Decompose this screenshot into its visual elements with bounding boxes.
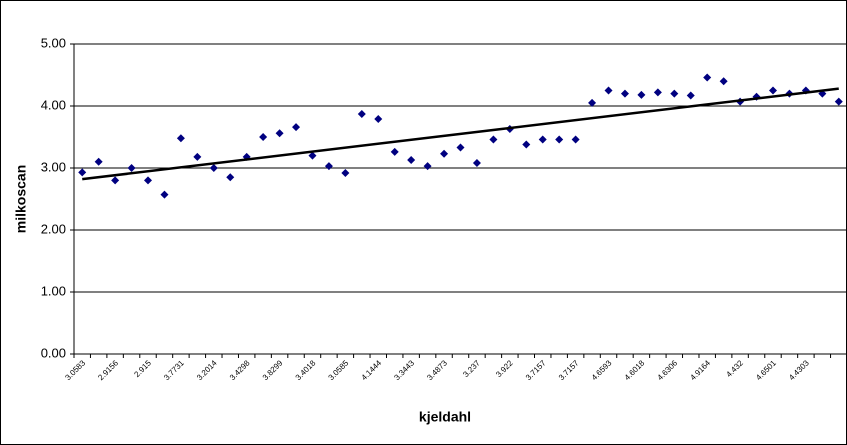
data-point (686, 91, 695, 100)
data-point (588, 98, 597, 107)
y-tick-label: 4.00 (41, 97, 66, 112)
data-point (620, 89, 629, 98)
data-point (703, 73, 712, 82)
data-point (111, 176, 120, 185)
data-point (571, 135, 580, 144)
y-tick-label: 3.00 (41, 159, 66, 174)
data-point (160, 190, 169, 199)
data-point (209, 164, 218, 172)
data-point (259, 133, 268, 141)
data-point (653, 88, 662, 97)
data-point (489, 135, 498, 144)
data-point (456, 143, 465, 152)
data-point (374, 115, 383, 124)
data-point (324, 162, 333, 171)
data-point (407, 155, 416, 164)
y-tick-label: 5.00 (41, 35, 66, 50)
data-point (78, 168, 87, 177)
data-point (127, 164, 136, 172)
data-point (472, 159, 481, 168)
data-point (94, 157, 103, 166)
data-point (834, 97, 843, 106)
data-point (193, 152, 202, 161)
data-point (144, 176, 153, 185)
y-tick-label: 0.00 (41, 345, 66, 360)
data-point (341, 168, 350, 177)
data-point (226, 173, 235, 182)
data-point (423, 162, 432, 171)
data-point (176, 134, 185, 143)
data-point (538, 135, 547, 144)
data-point (670, 89, 679, 98)
y-axis-title: milkoscan (13, 165, 29, 233)
data-point (390, 147, 399, 156)
data-point (308, 151, 317, 160)
x-axis-title: kjeldahl (419, 409, 471, 425)
data-point (357, 110, 366, 119)
data-point (522, 140, 531, 149)
data-point (637, 90, 646, 99)
data-point (555, 135, 564, 144)
data-point (275, 129, 284, 138)
data-point (768, 86, 777, 95)
data-point (292, 123, 301, 132)
y-tick-label: 1.00 (41, 283, 66, 298)
y-tick-label: 2.00 (41, 221, 66, 236)
trendline (82, 87, 839, 181)
data-point (719, 77, 728, 86)
data-point (604, 86, 613, 95)
data-point (440, 149, 449, 158)
